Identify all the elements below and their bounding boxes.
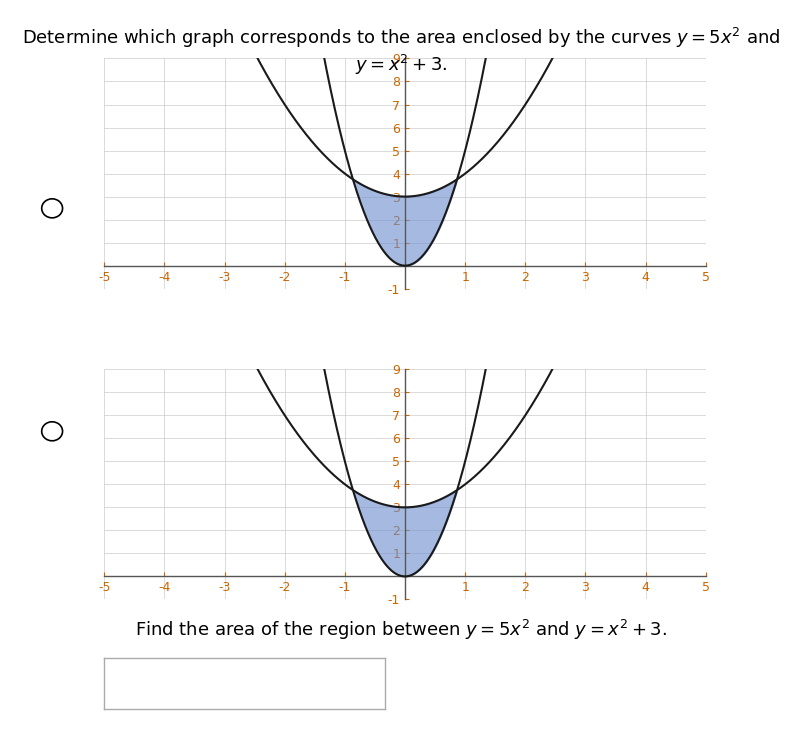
Text: Find the area of the region between $y = 5x^2$ and $y = x^2 + 3$.: Find the area of the region between $y =… [135, 618, 667, 642]
Text: Determine which graph corresponds to the area enclosed by the curves $y = 5x^2$ : Determine which graph corresponds to the… [22, 26, 780, 77]
